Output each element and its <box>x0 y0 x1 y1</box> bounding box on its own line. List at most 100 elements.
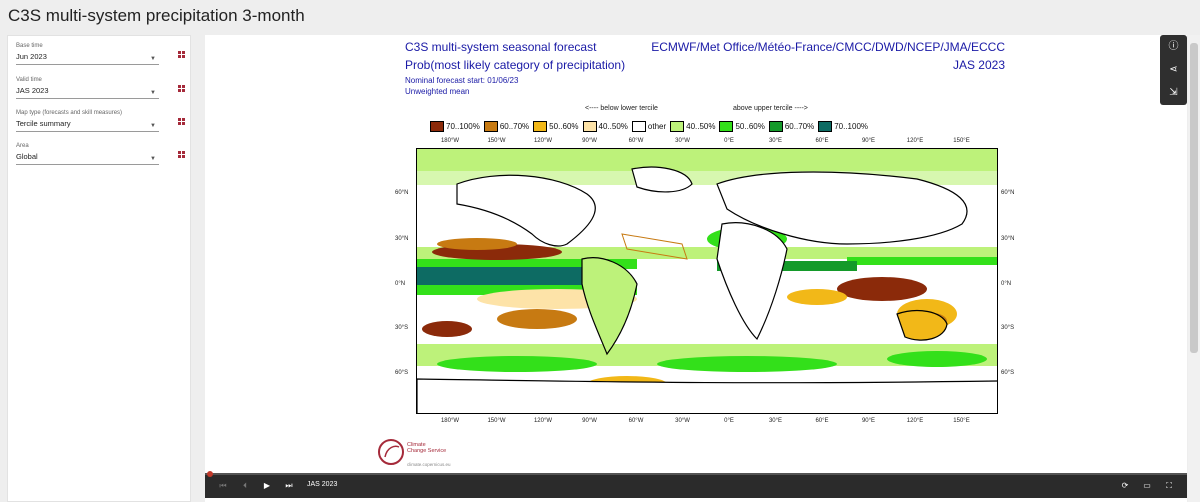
frame-label: JAS 2023 <box>307 481 338 488</box>
chevron-down-icon: ▼ <box>150 156 156 162</box>
lat-tick: 30°S <box>1001 325 1015 331</box>
scrollbar[interactable] <box>1188 35 1200 502</box>
lon-tick: 30°E <box>768 138 783 144</box>
grid-icon[interactable] <box>178 85 185 92</box>
base-time-select[interactable]: Jun 2023 ▼ <box>16 50 159 65</box>
legend-label: 50..60% <box>549 121 579 131</box>
legend-label: 40..50% <box>598 121 628 131</box>
side-toolbar: ⓘ ⋖ ⇲ <box>1160 35 1187 105</box>
step-back-icon[interactable]: ⏴ <box>243 481 247 490</box>
lon-tick: 150°W <box>487 418 506 424</box>
grid-icon[interactable] <box>178 151 185 158</box>
figure-title-2: Prob(most likely category of precipitati… <box>405 58 626 72</box>
export-icon[interactable]: ⇲ <box>1169 87 1178 98</box>
lat-tick: 30°N <box>1001 236 1015 242</box>
legend-label: 70..100% <box>834 121 869 131</box>
forecast-panel: C3S multi-system seasonal forecast Prob(… <box>205 35 1187 502</box>
legend-label: 40..50% <box>686 121 716 131</box>
legend-swatch <box>768 120 783 132</box>
valid-time-label: Valid time <box>16 77 42 83</box>
legend-item: 60..70% <box>483 119 529 133</box>
legend-below-label: <---- below lower tercile <box>585 105 658 112</box>
loop-icon[interactable]: ⟳ <box>1121 481 1129 490</box>
lon-tick: 150°E <box>953 418 970 424</box>
lat-tick: 60°N <box>1001 190 1015 196</box>
base-time-field: Base time Jun 2023 ▼ <box>16 42 185 65</box>
base-time-label: Base time <box>16 43 43 49</box>
lat-tick: 30°S <box>395 325 409 331</box>
legend-item: 70..100% <box>430 119 480 133</box>
chevron-down-icon: ▼ <box>150 56 156 62</box>
legend-item: 50..60% <box>533 119 579 133</box>
page-title: C3S multi-system precipitation 3-month <box>8 6 305 25</box>
lon-tick: 90°E <box>861 138 876 144</box>
lon-tick: 120°E <box>906 138 924 144</box>
legend-item: 50..60% <box>719 119 765 133</box>
lon-tick: 120°W <box>533 138 553 144</box>
grid-icon[interactable] <box>178 118 185 125</box>
logo-line-2: Change Service <box>407 448 447 454</box>
season-label: JAS 2023 <box>952 58 1005 72</box>
chevron-down-icon: ▼ <box>150 123 156 129</box>
skip-first-icon[interactable]: ⏮ <box>219 481 227 490</box>
fullscreen-icon[interactable]: ⛶ <box>1166 481 1172 490</box>
lon-tick: 0°E <box>724 138 734 144</box>
grid-icon[interactable] <box>178 51 185 58</box>
lat-tick: 60°S <box>1001 370 1015 376</box>
lon-tick: 30°W <box>675 418 690 424</box>
lon-tick: 60°W <box>628 418 644 424</box>
centres-list: ECMWF/Met Office/Météo-France/CMCC/DWD/N… <box>651 40 1005 54</box>
legend-item: 60..70% <box>768 119 814 133</box>
share-icon[interactable]: ⋖ <box>1169 64 1178 75</box>
sidebar: Base time Jun 2023 ▼ Valid time JAS 2023… <box>7 35 191 502</box>
lat-tick: 0°N <box>1001 281 1012 287</box>
legend: 70..100% 60..70% 50..60% 40..50% other 40..50… <box>430 119 872 133</box>
lon-tick: 60°E <box>815 418 829 424</box>
legend-item: 70..100% <box>818 119 868 133</box>
legend-swatch <box>483 120 498 132</box>
legend-swatch <box>818 120 833 132</box>
lon-tick: 90°W <box>582 418 597 424</box>
lon-tick: 90°W <box>582 138 597 144</box>
lon-tick: 60°E <box>815 138 829 144</box>
progress-bar[interactable] <box>205 471 1187 477</box>
forecast-map <box>416 148 998 414</box>
legend-label: 70..100% <box>446 121 480 131</box>
captions-icon[interactable]: ▭ <box>1143 481 1151 490</box>
copernicus-logo <box>378 439 404 465</box>
map-type-field: Map type (forecasts and skill measures) … <box>16 109 185 132</box>
map-svg <box>417 149 997 413</box>
lon-tick: 150°W <box>487 138 506 144</box>
figure-title: C3S multi-system seasonal forecast <box>405 40 597 54</box>
map-type-value: Tercile summary <box>16 119 71 128</box>
info-icon[interactable]: ⓘ <box>1168 41 1179 52</box>
lon-tick: 180°W <box>440 418 460 424</box>
area-value: Global <box>16 152 38 161</box>
legend-swatch <box>582 120 597 132</box>
lat-tick: 30°N <box>395 236 409 242</box>
area-select[interactable]: Global ▼ <box>16 150 159 165</box>
lat-tick: 60°S <box>395 370 409 376</box>
progress-knob[interactable] <box>207 471 213 477</box>
area-label: Area <box>16 143 29 149</box>
logo-line-1: Climate <box>407 442 426 448</box>
legend-swatch <box>533 120 548 132</box>
logo-text: Climate Change Service <box>407 442 446 454</box>
lon-tick: 120°W <box>533 418 553 424</box>
lon-tick: 180°W <box>440 138 460 144</box>
base-time-value: Jun 2023 <box>16 52 47 61</box>
lon-tick: 90°E <box>861 418 876 424</box>
lon-tick: 30°E <box>768 418 783 424</box>
play-icon[interactable]: ▶ <box>263 481 271 490</box>
legend-swatch <box>430 120 444 132</box>
step-forward-icon[interactable]: ⏭ <box>285 481 293 490</box>
valid-time-select[interactable]: JAS 2023 ▼ <box>16 84 159 99</box>
legend-label: 50..60% <box>735 121 765 131</box>
scroll-thumb[interactable] <box>1190 43 1198 353</box>
forecast-start: Nominal forecast start: 01/06/23 <box>405 76 519 85</box>
legend-item: 40..50% <box>670 119 715 133</box>
lon-tick: 30°W <box>675 138 690 144</box>
legend-above-label: above upper tercile ----> <box>733 105 808 112</box>
weighting-note: Unweighted mean <box>405 87 470 96</box>
map-type-select[interactable]: Tercile summary ▼ <box>16 117 159 132</box>
